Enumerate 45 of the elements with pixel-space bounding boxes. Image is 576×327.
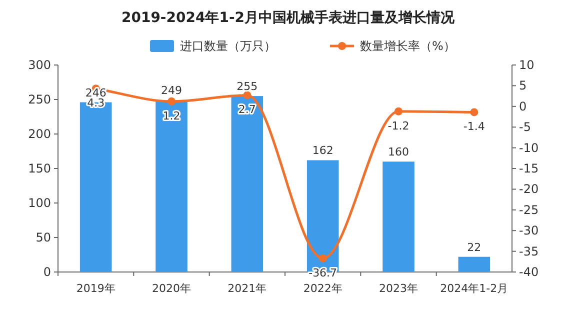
legend-label: 数量增长率（%） bbox=[360, 39, 456, 53]
point bbox=[394, 107, 402, 116]
data-label: -1.4 bbox=[463, 120, 485, 134]
y2-tick-label: -25 bbox=[519, 202, 539, 217]
data-label: 2.7 bbox=[238, 103, 256, 116]
point bbox=[168, 97, 176, 106]
data-label: 255 bbox=[236, 80, 258, 94]
y-tick-label: 0 bbox=[43, 265, 51, 279]
point bbox=[318, 254, 327, 262]
y2-tick-label: 0 bbox=[519, 99, 527, 114]
y-tick-label: 100 bbox=[28, 196, 51, 210]
data-label: 1.2 bbox=[162, 109, 180, 122]
y-tick-label: 200 bbox=[28, 127, 51, 141]
y2-tick-label: -5 bbox=[519, 120, 531, 134]
data-label: 160 bbox=[388, 146, 409, 159]
bar bbox=[382, 162, 414, 272]
x-tick-label: 2024年1-2月 bbox=[440, 282, 508, 295]
y2-tick-label: 5 bbox=[519, 78, 527, 93]
legend-label: 进口数量（万只） bbox=[180, 39, 276, 53]
x-tick-label: 2019年 bbox=[76, 282, 116, 295]
x-tick-label: 2023年 bbox=[379, 282, 418, 295]
y2-tick-label: 10 bbox=[519, 58, 534, 72]
data-label: -1.2 bbox=[388, 119, 410, 132]
bar bbox=[156, 100, 188, 272]
data-label: 249 bbox=[161, 84, 182, 98]
y2-tick-label: -10 bbox=[519, 140, 539, 155]
y-tick-label: 150 bbox=[28, 162, 51, 176]
x-tick-label: 2020年 bbox=[152, 282, 191, 295]
y-tick-label: 50 bbox=[36, 230, 51, 244]
chart-title: 2019-2024年1-2月中国机械手表进口量及增长情况 bbox=[121, 9, 456, 26]
point bbox=[243, 91, 252, 100]
data-label: 162 bbox=[312, 144, 334, 158]
y2-tick-label: -30 bbox=[519, 224, 539, 238]
bar bbox=[458, 256, 490, 272]
y-tick-label: 250 bbox=[28, 92, 51, 106]
point bbox=[470, 108, 478, 116]
y2-tick-label: -35 bbox=[519, 244, 539, 258]
bar bbox=[231, 96, 264, 272]
y2-tick-label: -20 bbox=[519, 182, 539, 196]
y-tick-label: 300 bbox=[28, 58, 51, 72]
data-label: 22 bbox=[467, 240, 482, 254]
y2-tick-label: -40 bbox=[519, 265, 539, 279]
x-tick-label: 2021年 bbox=[228, 282, 267, 295]
y2-tick-label: -15 bbox=[519, 162, 539, 176]
x-tick-label: 2022年 bbox=[303, 282, 342, 295]
